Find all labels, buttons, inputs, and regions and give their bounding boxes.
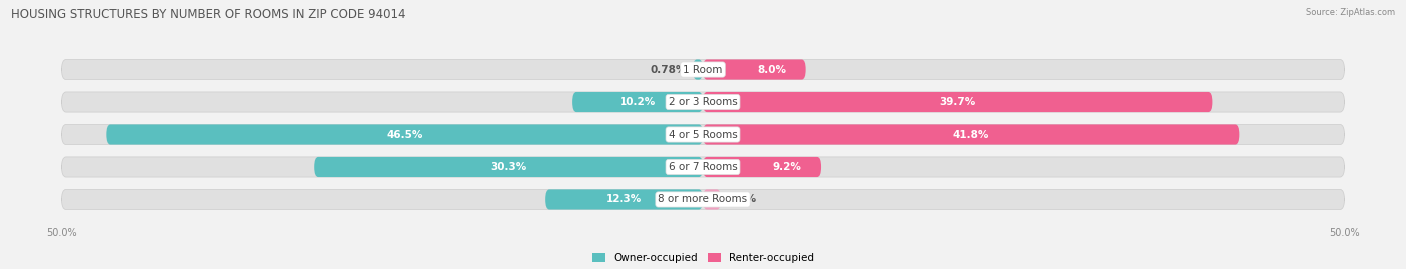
FancyBboxPatch shape bbox=[62, 59, 1344, 80]
Text: 9.2%: 9.2% bbox=[773, 162, 801, 172]
FancyBboxPatch shape bbox=[703, 92, 1212, 112]
FancyBboxPatch shape bbox=[62, 92, 1344, 112]
Text: 4 or 5 Rooms: 4 or 5 Rooms bbox=[669, 129, 737, 140]
Text: 39.7%: 39.7% bbox=[939, 97, 976, 107]
Text: 12.3%: 12.3% bbox=[606, 194, 643, 204]
FancyBboxPatch shape bbox=[62, 157, 1344, 177]
FancyBboxPatch shape bbox=[703, 157, 821, 177]
FancyBboxPatch shape bbox=[572, 92, 703, 112]
Text: 8 or more Rooms: 8 or more Rooms bbox=[658, 194, 748, 204]
Text: 8.0%: 8.0% bbox=[758, 65, 786, 75]
Text: 46.5%: 46.5% bbox=[387, 129, 423, 140]
FancyBboxPatch shape bbox=[314, 157, 703, 177]
Text: 1.4%: 1.4% bbox=[727, 194, 756, 204]
Text: Source: ZipAtlas.com: Source: ZipAtlas.com bbox=[1306, 8, 1395, 17]
FancyBboxPatch shape bbox=[703, 189, 721, 210]
Text: 0.78%: 0.78% bbox=[650, 65, 686, 75]
FancyBboxPatch shape bbox=[703, 59, 806, 80]
Legend: Owner-occupied, Renter-occupied: Owner-occupied, Renter-occupied bbox=[588, 249, 818, 267]
FancyBboxPatch shape bbox=[703, 125, 1239, 144]
Text: 6 or 7 Rooms: 6 or 7 Rooms bbox=[669, 162, 737, 172]
Text: HOUSING STRUCTURES BY NUMBER OF ROOMS IN ZIP CODE 94014: HOUSING STRUCTURES BY NUMBER OF ROOMS IN… bbox=[11, 8, 406, 21]
FancyBboxPatch shape bbox=[62, 125, 1344, 144]
Text: 1 Room: 1 Room bbox=[683, 65, 723, 75]
FancyBboxPatch shape bbox=[107, 125, 703, 144]
FancyBboxPatch shape bbox=[546, 189, 703, 210]
FancyBboxPatch shape bbox=[62, 189, 1344, 210]
FancyBboxPatch shape bbox=[693, 59, 703, 80]
Text: 41.8%: 41.8% bbox=[953, 129, 990, 140]
Text: 2 or 3 Rooms: 2 or 3 Rooms bbox=[669, 97, 737, 107]
Text: 10.2%: 10.2% bbox=[620, 97, 655, 107]
Text: 30.3%: 30.3% bbox=[491, 162, 527, 172]
